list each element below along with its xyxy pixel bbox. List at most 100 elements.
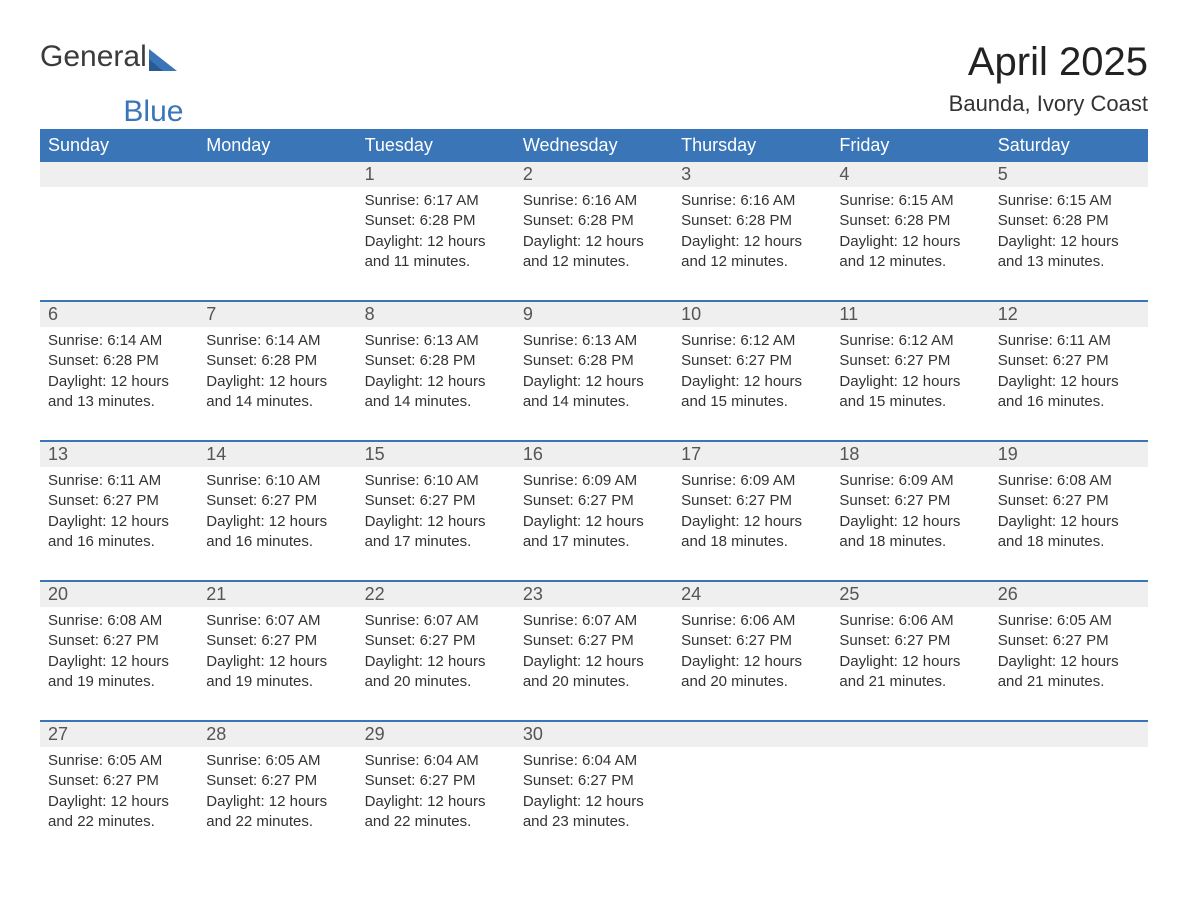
- sunrise-text: Sunrise: 6:17 AM: [365, 191, 507, 211]
- daylight-text-1: Daylight: 12 hours: [839, 232, 981, 252]
- dayheader-thu: Thursday: [673, 129, 831, 162]
- sunset-text: Sunset: 6:28 PM: [48, 351, 190, 371]
- daylight-text-2: and 22 minutes.: [365, 812, 507, 832]
- sunset-text: Sunset: 6:27 PM: [206, 631, 348, 651]
- daylight-text-1: Daylight: 12 hours: [839, 372, 981, 392]
- sunset-text: Sunset: 6:27 PM: [48, 491, 190, 511]
- logo: General: [40, 40, 177, 74]
- sunset-text: Sunset: 6:28 PM: [365, 211, 507, 231]
- day-number: 25: [831, 582, 989, 607]
- day-cell: Sunrise: 6:16 AMSunset: 6:28 PMDaylight:…: [515, 187, 673, 276]
- day-number: 16: [515, 442, 673, 467]
- daylight-text-1: Daylight: 12 hours: [998, 652, 1140, 672]
- header: General April 2025: [40, 40, 1148, 85]
- sunrise-text: Sunrise: 6:09 AM: [681, 471, 823, 491]
- day-number: 22: [357, 582, 515, 607]
- sunrise-text: Sunrise: 6:07 AM: [523, 611, 665, 631]
- day-number: 18: [831, 442, 989, 467]
- day-cell: Sunrise: 6:15 AMSunset: 6:28 PMDaylight:…: [990, 187, 1148, 276]
- sunrise-text: Sunrise: 6:12 AM: [681, 331, 823, 351]
- sunrise-text: Sunrise: 6:14 AM: [206, 331, 348, 351]
- daylight-text-1: Daylight: 12 hours: [365, 652, 507, 672]
- day-number: 29: [357, 722, 515, 747]
- sunrise-text: Sunrise: 6:16 AM: [523, 191, 665, 211]
- sunrise-text: Sunrise: 6:08 AM: [48, 611, 190, 631]
- day-cell: [40, 187, 198, 276]
- day-number: 14: [198, 442, 356, 467]
- day-cell: Sunrise: 6:08 AMSunset: 6:27 PMDaylight:…: [40, 607, 198, 696]
- day-cell: Sunrise: 6:05 AMSunset: 6:27 PMDaylight:…: [198, 747, 356, 836]
- daylight-text-1: Daylight: 12 hours: [523, 512, 665, 532]
- sunset-text: Sunset: 6:27 PM: [523, 491, 665, 511]
- daylight-text-1: Daylight: 12 hours: [681, 372, 823, 392]
- cells-row: Sunrise: 6:05 AMSunset: 6:27 PMDaylight:…: [40, 747, 1148, 836]
- daylight-text-2: and 20 minutes.: [365, 672, 507, 692]
- cells-row: Sunrise: 6:08 AMSunset: 6:27 PMDaylight:…: [40, 607, 1148, 696]
- daylight-text-1: Daylight: 12 hours: [206, 792, 348, 812]
- logo-flag-icon: [149, 49, 177, 71]
- daylight-text-1: Daylight: 12 hours: [365, 512, 507, 532]
- sunrise-text: Sunrise: 6:09 AM: [523, 471, 665, 491]
- day-number: [673, 722, 831, 747]
- daylight-text-2: and 13 minutes.: [998, 252, 1140, 272]
- day-cell: Sunrise: 6:06 AMSunset: 6:27 PMDaylight:…: [831, 607, 989, 696]
- sunset-text: Sunset: 6:27 PM: [998, 491, 1140, 511]
- daylight-text-2: and 21 minutes.: [839, 672, 981, 692]
- day-cell: [198, 187, 356, 276]
- sunrise-text: Sunrise: 6:07 AM: [206, 611, 348, 631]
- dayheader-tue: Tuesday: [357, 129, 515, 162]
- daylight-text-2: and 12 minutes.: [681, 252, 823, 272]
- sunrise-text: Sunrise: 6:08 AM: [998, 471, 1140, 491]
- sunset-text: Sunset: 6:27 PM: [681, 631, 823, 651]
- sunset-text: Sunset: 6:27 PM: [48, 631, 190, 651]
- day-cell: Sunrise: 6:13 AMSunset: 6:28 PMDaylight:…: [515, 327, 673, 416]
- day-number: [198, 162, 356, 187]
- daylight-text-2: and 23 minutes.: [523, 812, 665, 832]
- daylight-text-1: Daylight: 12 hours: [998, 372, 1140, 392]
- day-number: 2: [515, 162, 673, 187]
- daylight-text-2: and 18 minutes.: [839, 532, 981, 552]
- day-cell: Sunrise: 6:04 AMSunset: 6:27 PMDaylight:…: [357, 747, 515, 836]
- daynum-row: 27282930: [40, 722, 1148, 747]
- daynum-row: 12345: [40, 162, 1148, 187]
- daylight-text-2: and 12 minutes.: [523, 252, 665, 272]
- sunset-text: Sunset: 6:28 PM: [839, 211, 981, 231]
- daylight-text-2: and 14 minutes.: [206, 392, 348, 412]
- sunset-text: Sunset: 6:28 PM: [998, 211, 1140, 231]
- sunset-text: Sunset: 6:27 PM: [523, 631, 665, 651]
- dayheader-row: Sunday Monday Tuesday Wednesday Thursday…: [40, 129, 1148, 162]
- daylight-text-1: Daylight: 12 hours: [681, 512, 823, 532]
- daylight-text-1: Daylight: 12 hours: [998, 232, 1140, 252]
- sunset-text: Sunset: 6:28 PM: [681, 211, 823, 231]
- cells-row: Sunrise: 6:11 AMSunset: 6:27 PMDaylight:…: [40, 467, 1148, 556]
- day-number: 4: [831, 162, 989, 187]
- sunrise-text: Sunrise: 6:13 AM: [523, 331, 665, 351]
- daylight-text-2: and 11 minutes.: [365, 252, 507, 272]
- daylight-text-2: and 14 minutes.: [365, 392, 507, 412]
- week-row: 27282930Sunrise: 6:05 AMSunset: 6:27 PMD…: [40, 720, 1148, 836]
- day-cell: Sunrise: 6:04 AMSunset: 6:27 PMDaylight:…: [515, 747, 673, 836]
- daylight-text-1: Daylight: 12 hours: [365, 232, 507, 252]
- daylight-text-2: and 16 minutes.: [998, 392, 1140, 412]
- day-number: 15: [357, 442, 515, 467]
- sunrise-text: Sunrise: 6:10 AM: [206, 471, 348, 491]
- sunrise-text: Sunrise: 6:12 AM: [839, 331, 981, 351]
- daylight-text-1: Daylight: 12 hours: [48, 792, 190, 812]
- day-cell: Sunrise: 6:11 AMSunset: 6:27 PMDaylight:…: [40, 467, 198, 556]
- sunset-text: Sunset: 6:27 PM: [839, 491, 981, 511]
- daylight-text-2: and 12 minutes.: [839, 252, 981, 272]
- sunrise-text: Sunrise: 6:10 AM: [365, 471, 507, 491]
- daylight-text-2: and 16 minutes.: [48, 532, 190, 552]
- daylight-text-1: Daylight: 12 hours: [48, 512, 190, 532]
- sunrise-text: Sunrise: 6:07 AM: [365, 611, 507, 631]
- day-number: 5: [990, 162, 1148, 187]
- sunset-text: Sunset: 6:27 PM: [365, 631, 507, 651]
- day-cell: Sunrise: 6:06 AMSunset: 6:27 PMDaylight:…: [673, 607, 831, 696]
- sunset-text: Sunset: 6:27 PM: [681, 491, 823, 511]
- day-cell: Sunrise: 6:17 AMSunset: 6:28 PMDaylight:…: [357, 187, 515, 276]
- day-number: 13: [40, 442, 198, 467]
- daylight-text-1: Daylight: 12 hours: [681, 652, 823, 672]
- day-cell: [831, 747, 989, 836]
- daylight-text-2: and 22 minutes.: [48, 812, 190, 832]
- sunset-text: Sunset: 6:27 PM: [48, 771, 190, 791]
